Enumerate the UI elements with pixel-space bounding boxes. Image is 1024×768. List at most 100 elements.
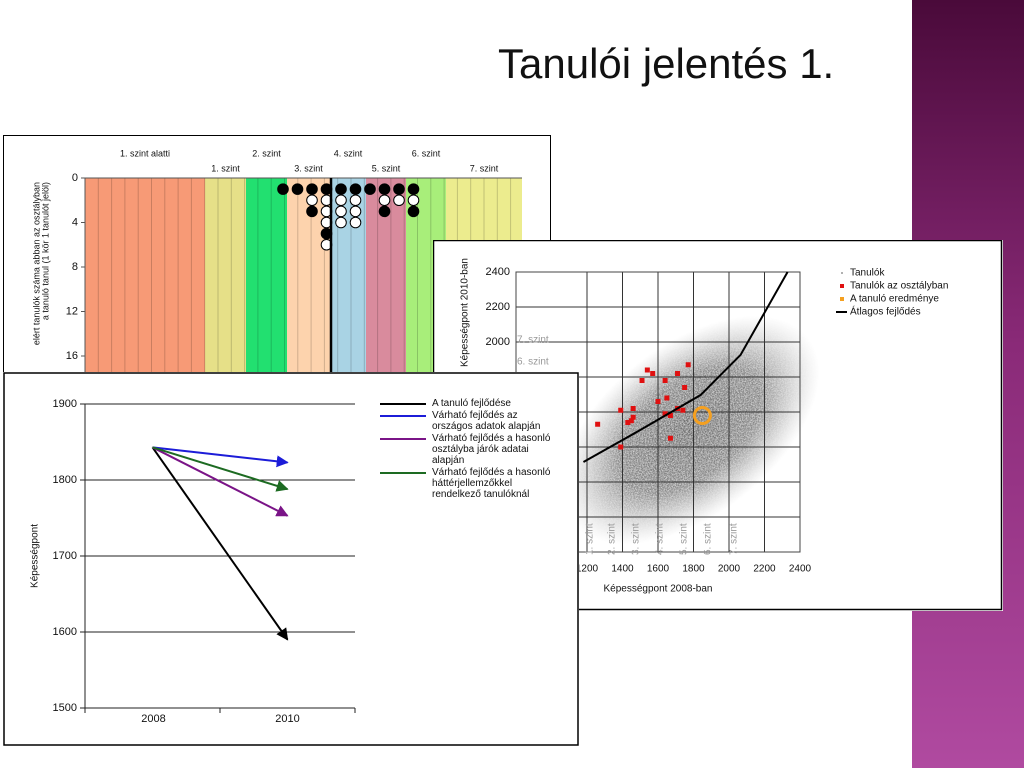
legend-swatch [380,472,426,474]
student-dot [349,205,362,218]
y-tick-label: 16 [66,350,78,362]
level-band [85,178,205,385]
slide-title: Tanulói jelentés 1. [498,40,835,87]
x-tick-label: 1200 [576,564,599,575]
class-point [675,371,681,376]
legend-swatch [840,297,844,301]
student-dot [349,183,362,195]
class-point [639,378,645,383]
student-dot [407,183,420,195]
y-tick-label: 1700 [53,550,77,562]
y-tick-label: 2000 [486,336,510,348]
student-dot [349,194,362,207]
student-dot [407,205,420,218]
x-tick-label: 2010 [275,713,299,725]
class-point [662,378,668,383]
y-tick-label: 1500 [53,702,77,714]
y-tick-label: 8 [72,261,78,273]
legend-label: Várható fejlődés a hasonló osztályba jár… [432,433,551,466]
legend-swatch [380,415,426,417]
class-point [595,421,601,427]
student-dot [393,194,405,207]
student-dot [393,183,405,195]
y-axis-label: Képességpont 2010-ban [460,258,471,367]
class-point [628,418,634,424]
class-point [644,367,650,373]
y-tick-label: 12 [66,305,78,317]
legend-item: A tanuló fejlődése [380,398,555,409]
band-label: 1. szint [211,163,240,173]
y-tick-label: 0 [72,172,78,184]
average-curve [582,271,789,463]
class-point [662,411,668,417]
student-dot [335,205,347,218]
y-tick-label: 2200 [486,301,510,313]
student-dot [364,183,376,195]
student-dot [306,183,318,195]
series-arrow [152,446,289,468]
class-point [618,444,624,450]
legend: A tanuló fejlődése Várható fejlődés az or… [380,398,555,501]
level-annotation: 7. szint [517,335,549,346]
legend-swatch [840,284,844,288]
student-dot [306,194,318,207]
line-chart: 1500 1600 1700 1800 1900 2008 2010 Képességpont [3,372,579,746]
level-annotation: 1. szint [585,523,596,555]
band-label: 5. szint [372,163,401,173]
student-dot [378,183,391,195]
student-dot [277,183,289,195]
x-tick-label: 1400 [611,564,634,575]
band-label: 6. szint [412,148,441,158]
band-label: 4. szint [334,148,363,158]
legend-label: Várható fejlődés az országos adatok alap… [432,410,541,432]
legend-item: Várható fejlődés a hasonló osztályba jár… [380,433,555,466]
class-point [625,420,631,425]
x-axis-label: Képességpont 2008-ban [604,584,713,595]
student-dot [349,216,362,229]
y-tick-label: 1900 [53,398,77,410]
level-band [246,178,287,385]
y-tick-label: 1600 [53,626,77,638]
student-dot [335,216,347,229]
class-point [667,413,673,418]
y-tick-label: 1800 [53,474,77,486]
series-arrow [152,446,289,492]
student-dot [407,194,420,207]
class-point [682,385,688,390]
legend-label: Tanulók [850,268,885,279]
x-tick-label: 2200 [753,564,776,575]
class-point [685,362,691,368]
class-point [650,371,656,376]
legend-item: Várható fejlődés a hasonló háttérjellemz… [380,467,555,500]
band-label: 2. szint [252,148,281,158]
band-label: 1. szint alatti [120,148,170,158]
level-annotation: 7. szint [729,523,740,555]
legend-item: Várható fejlődés az országos adatok alap… [380,410,555,432]
y-axis-label: elért tanulók száma abban az osztályban [31,182,41,345]
x-tick-label: 2000 [718,564,741,575]
x-tick-label: 1800 [682,564,705,575]
y-tick-label: 2400 [486,266,510,278]
band-label: 7. szint [470,163,499,173]
legend-swatch [841,272,843,274]
class-point [680,407,686,413]
legend-label: A tanuló eredménye [850,294,939,305]
series-arrow [152,446,289,517]
class-point [630,406,636,411]
student-dot [378,194,391,207]
y-axis-label: Képességpont [30,524,41,588]
cloud [560,315,820,545]
student-dot [335,183,347,195]
class-point [630,414,636,420]
student-dot [378,205,391,218]
legend-swatch [380,403,426,405]
x-tick-label: 1600 [647,564,670,575]
level-annotation: 2. szint [607,523,618,555]
student-dot [335,194,347,207]
series-arrow [151,446,289,641]
legend-label: Tanulók az osztályban [850,281,948,292]
x-tick-label: 2008 [141,713,165,725]
legend-label: Várható fejlődés a hasonló háttérjellemz… [432,467,551,500]
level-annotation: 6. szint [703,523,714,555]
